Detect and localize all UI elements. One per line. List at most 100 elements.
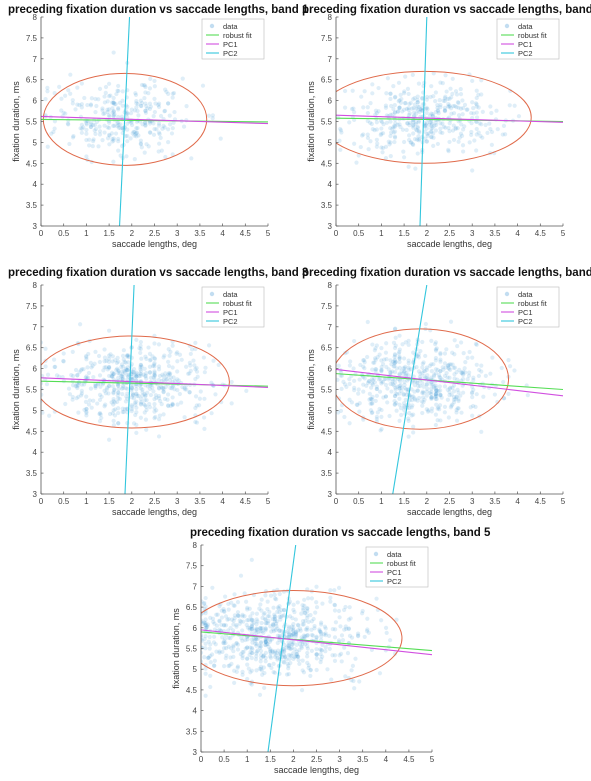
data-point: [377, 406, 382, 412]
data-point: [79, 130, 84, 135]
data-point: [447, 393, 452, 398]
data-point: [272, 617, 278, 622]
data-point: [117, 396, 122, 401]
data-point: [282, 654, 288, 659]
data-point: [392, 651, 398, 656]
data-point: [250, 640, 255, 645]
x-tick-label: 5: [266, 497, 271, 506]
data-point: [308, 613, 313, 618]
data-point: [401, 149, 406, 154]
data-point: [314, 656, 319, 661]
data-point: [275, 640, 280, 646]
data-point: [403, 340, 408, 345]
data-point: [289, 633, 294, 638]
data-point: [249, 668, 254, 673]
data-point: [161, 385, 166, 390]
x-tick-label: 1.5: [265, 755, 277, 764]
data-point: [418, 107, 423, 112]
data-point: [407, 101, 412, 107]
data-point: [412, 389, 417, 394]
data-point: [147, 364, 153, 369]
data-point: [268, 637, 273, 643]
data-point: [254, 668, 259, 673]
data-point: [392, 110, 398, 115]
data-point: [97, 132, 103, 137]
data-point: [429, 395, 434, 400]
data-point: [161, 377, 166, 382]
data-point: [152, 84, 157, 89]
y-tick-label: 8: [328, 281, 333, 290]
data-point: [470, 413, 475, 418]
data-point: [116, 421, 121, 426]
data-point: [460, 371, 465, 376]
x-tick-label: 3: [470, 229, 475, 238]
x-tick-label: 4: [220, 497, 225, 506]
data-point: [145, 384, 150, 389]
data-point: [272, 649, 278, 654]
data-point: [433, 385, 438, 391]
data-point: [362, 358, 367, 363]
data-point: [258, 602, 263, 607]
data-point: [512, 103, 517, 108]
data-point: [251, 620, 256, 625]
data-point: [314, 652, 319, 657]
data-point: [338, 147, 343, 152]
data-point: [166, 127, 171, 132]
data-point: [136, 113, 141, 118]
y-tick-label: 6: [33, 97, 38, 106]
data-point: [275, 605, 281, 610]
data-point: [245, 656, 250, 661]
data-point: [147, 383, 153, 388]
data-point: [258, 639, 264, 645]
data-point: [284, 672, 290, 677]
data-point: [420, 134, 425, 140]
data-point: [353, 656, 358, 661]
data-point: [388, 358, 393, 363]
data-point: [286, 640, 291, 645]
data-point: [107, 120, 112, 125]
data-point: [244, 388, 249, 393]
data-point: [166, 140, 171, 145]
data-point: [248, 649, 253, 655]
data-point: [299, 645, 304, 650]
data-point: [377, 352, 382, 357]
data-point: [378, 428, 383, 433]
data-point: [126, 353, 131, 358]
data-point: [397, 356, 402, 361]
data-point: [392, 139, 397, 145]
data-point: [102, 365, 107, 370]
data-point: [429, 409, 434, 414]
data-point: [203, 634, 208, 639]
data-point: [280, 655, 285, 660]
data-point: [129, 385, 134, 390]
data-point: [137, 374, 142, 379]
chart-panel-1: preceding fixation duration vs saccade l…: [8, 4, 309, 249]
data-point: [379, 145, 384, 150]
y-tick-label: 3: [33, 222, 38, 231]
data-point: [288, 646, 294, 652]
data-point: [152, 362, 157, 367]
data-point: [407, 410, 412, 416]
data-point: [109, 400, 114, 405]
data-point: [263, 650, 269, 655]
data-point: [374, 111, 379, 116]
data-point: [338, 624, 343, 629]
data-point: [186, 371, 191, 376]
data-point: [286, 645, 291, 650]
data-point: [205, 656, 210, 661]
data-point: [70, 135, 76, 140]
y-tick-label: 6: [193, 624, 198, 633]
data-point: [429, 130, 434, 135]
data-point: [415, 388, 420, 394]
data-point: [390, 377, 395, 382]
data-point: [458, 131, 464, 136]
data-point: [268, 649, 273, 654]
data-point: [85, 375, 91, 380]
data-point: [454, 370, 459, 375]
data-point: [142, 366, 147, 371]
data-point: [370, 394, 375, 399]
data-point: [262, 685, 267, 691]
data-point: [391, 130, 396, 135]
data-point: [380, 120, 385, 125]
data-point: [177, 352, 183, 357]
